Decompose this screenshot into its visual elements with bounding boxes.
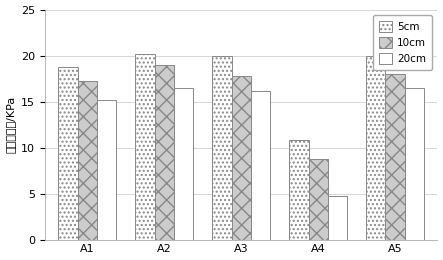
Bar — [97, 100, 116, 239]
Bar — [328, 196, 347, 239]
Bar — [308, 159, 328, 239]
Bar — [366, 56, 385, 239]
Bar — [212, 56, 232, 239]
Bar — [78, 81, 97, 239]
Y-axis label: 平均襄聚力/KPa: 平均襄聚力/KPa — [6, 96, 16, 153]
Bar — [289, 140, 308, 239]
Bar — [251, 90, 270, 239]
Bar — [232, 76, 251, 239]
Legend: 5cm, 10cm, 20cm: 5cm, 10cm, 20cm — [373, 15, 432, 70]
Bar — [385, 74, 405, 239]
Bar — [174, 88, 193, 239]
Bar — [405, 88, 424, 239]
Bar — [58, 67, 78, 239]
Bar — [155, 65, 174, 239]
Bar — [136, 54, 155, 239]
